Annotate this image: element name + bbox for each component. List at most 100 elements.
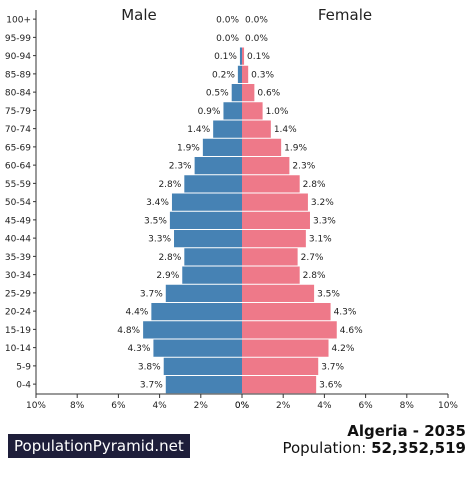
female-bar-35-39 xyxy=(242,248,298,266)
male-value-35-39: 2.8% xyxy=(158,253,181,263)
population-label: Population: xyxy=(282,439,367,457)
brand-logo[interactable]: PopulationPyramid.net xyxy=(8,434,190,458)
male-value-5-9: 3.8% xyxy=(138,362,161,372)
x-tick-label-right: 2% xyxy=(276,401,291,411)
female-value-70-74: 1.4% xyxy=(274,125,297,135)
age-label-10-14: 10-14 xyxy=(5,344,31,354)
male-bar-30-34 xyxy=(182,266,242,284)
male-value-75-79: 0.9% xyxy=(198,107,221,117)
male-header: Male xyxy=(121,6,157,24)
female-value-35-39: 2.7% xyxy=(301,253,324,263)
x-tick-label-left: 10% xyxy=(26,401,46,411)
male-bar-20-24 xyxy=(151,303,242,321)
female-value-75-79: 1.0% xyxy=(266,107,289,117)
male-bar-85-89 xyxy=(237,65,242,83)
female-bar-25-29 xyxy=(242,284,315,302)
male-value-80-84: 0.5% xyxy=(206,89,229,99)
male-value-95-99: 0.0% xyxy=(216,34,239,44)
female-bar-10-14 xyxy=(242,339,329,357)
female-value-100+: 0.0% xyxy=(245,16,268,26)
male-bar-35-39 xyxy=(184,248,242,266)
age-label-70-74: 70-74 xyxy=(5,125,31,135)
male-bar-80-84 xyxy=(231,84,242,102)
female-value-5-9: 3.7% xyxy=(321,362,344,372)
male-bar-45-49 xyxy=(169,211,242,229)
age-label-45-49: 45-49 xyxy=(5,216,31,226)
female-value-55-59: 2.8% xyxy=(303,180,326,190)
age-label-25-29: 25-29 xyxy=(5,289,31,299)
male-bar-10-14 xyxy=(153,339,242,357)
female-bar-40-44 xyxy=(242,230,306,248)
age-label-30-34: 30-34 xyxy=(5,271,31,281)
female-bar-80-84 xyxy=(242,84,255,102)
female-bar-85-89 xyxy=(242,65,249,83)
female-value-10-14: 4.2% xyxy=(332,344,355,354)
chart-title: Algeria - 2035 xyxy=(347,422,466,440)
male-bar-60-64 xyxy=(194,157,242,175)
x-tick-label-right: 4% xyxy=(317,401,332,411)
age-label-80-84: 80-84 xyxy=(5,89,31,99)
female-value-15-19: 4.6% xyxy=(340,326,363,336)
age-label-85-89: 85-89 xyxy=(5,70,31,80)
male-value-20-24: 4.4% xyxy=(125,308,148,318)
x-tick-label-left: 2% xyxy=(194,401,209,411)
female-bar-0-4 xyxy=(242,376,317,394)
male-value-10-14: 4.3% xyxy=(128,344,151,354)
age-label-75-79: 75-79 xyxy=(5,107,31,117)
male-value-0-4: 3.7% xyxy=(140,381,163,391)
x-tick-label-left: 8% xyxy=(70,401,85,411)
age-label-50-54: 50-54 xyxy=(5,198,31,208)
age-label-5-9: 5-9 xyxy=(16,362,31,372)
female-bar-15-19 xyxy=(242,321,337,339)
male-value-70-74: 1.4% xyxy=(187,125,210,135)
male-bar-25-29 xyxy=(165,284,242,302)
female-value-80-84: 0.6% xyxy=(257,89,280,99)
female-value-60-64: 2.3% xyxy=(292,162,315,172)
male-bar-40-44 xyxy=(174,230,242,248)
female-value-20-24: 4.3% xyxy=(334,308,357,318)
female-value-30-34: 2.8% xyxy=(303,271,326,281)
female-bar-65-69 xyxy=(242,138,282,156)
male-bar-0-4 xyxy=(165,376,242,394)
female-bar-60-64 xyxy=(242,157,290,175)
female-value-50-54: 3.2% xyxy=(311,198,334,208)
x-tick-label-right: 8% xyxy=(400,401,415,411)
age-label-55-59: 55-59 xyxy=(5,180,31,190)
male-value-30-34: 2.9% xyxy=(156,271,179,281)
male-bar-90-94 xyxy=(239,47,242,65)
female-bar-50-54 xyxy=(242,193,308,211)
age-label-60-64: 60-64 xyxy=(5,162,31,172)
female-bar-20-24 xyxy=(242,303,331,321)
female-value-90-94: 0.1% xyxy=(247,52,270,62)
age-label-20-24: 20-24 xyxy=(5,308,31,318)
age-label-40-44: 40-44 xyxy=(5,235,31,245)
female-header: Female xyxy=(318,6,372,24)
population-value: 52,352,519 xyxy=(371,439,466,457)
female-value-85-89: 0.3% xyxy=(251,70,274,80)
x-tick-label-right: 10% xyxy=(438,401,458,411)
female-value-40-44: 3.1% xyxy=(309,235,332,245)
female-value-45-49: 3.3% xyxy=(313,216,336,226)
male-bar-75-79 xyxy=(223,102,242,120)
age-label-100+: 100+ xyxy=(6,16,31,26)
male-value-40-44: 3.3% xyxy=(148,235,171,245)
female-value-95-99: 0.0% xyxy=(245,34,268,44)
age-label-90-94: 90-94 xyxy=(5,52,31,62)
x-tick-label-left: 4% xyxy=(152,401,167,411)
x-tick-label-left: 0% xyxy=(235,401,250,411)
male-value-45-49: 3.5% xyxy=(144,216,167,226)
female-bar-5-9 xyxy=(242,357,319,375)
x-tick-label-right: 6% xyxy=(358,401,373,411)
male-value-60-64: 2.3% xyxy=(169,162,192,172)
female-value-65-69: 1.9% xyxy=(284,143,307,153)
male-bar-5-9 xyxy=(163,357,242,375)
male-value-50-54: 3.4% xyxy=(146,198,169,208)
male-value-90-94: 0.1% xyxy=(214,52,237,62)
female-value-25-29: 3.5% xyxy=(317,289,340,299)
male-bar-55-59 xyxy=(184,175,242,193)
male-value-15-19: 4.8% xyxy=(117,326,140,336)
female-bar-30-34 xyxy=(242,266,300,284)
male-value-100+: 0.0% xyxy=(216,16,239,26)
age-label-0-4: 0-4 xyxy=(16,381,31,391)
male-bar-70-74 xyxy=(213,120,242,138)
